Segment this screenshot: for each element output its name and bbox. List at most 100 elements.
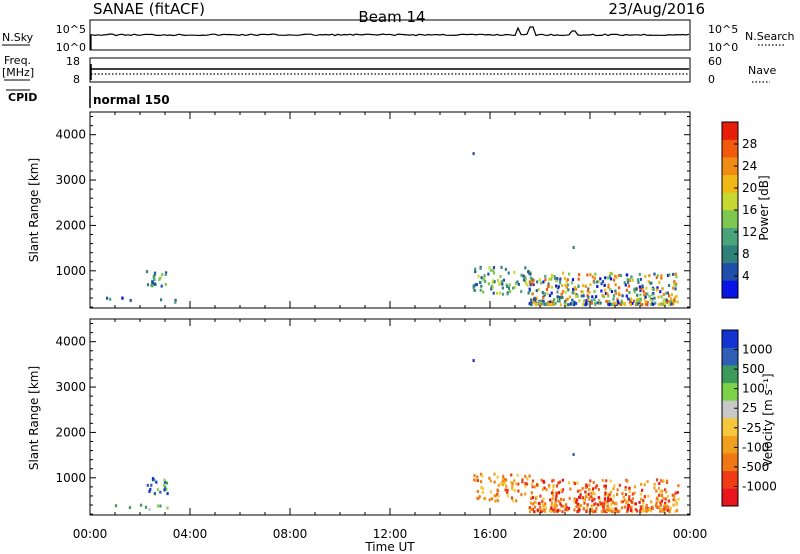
velocity-cell	[598, 503, 601, 507]
power-cell	[620, 299, 623, 303]
velocity-colorbar-tick-label: -500	[742, 460, 769, 474]
power-cell	[571, 302, 574, 306]
velocity-cell	[478, 495, 481, 499]
velocity-cell	[488, 498, 491, 502]
velocity-cell	[639, 505, 642, 509]
date-title: 23/Aug/2016	[608, 0, 705, 18]
velocity-cell	[645, 505, 648, 509]
velocity-cell	[488, 476, 491, 480]
power-cell	[479, 288, 482, 292]
velocity-cell	[555, 504, 558, 508]
power-cell	[616, 299, 619, 303]
velocity-cell	[555, 494, 558, 498]
power-cell	[639, 288, 642, 292]
velocity-cell	[617, 510, 620, 514]
power-cell	[614, 292, 617, 295]
power-cell	[658, 280, 661, 284]
velocity-cell	[645, 503, 648, 507]
velocity-cell	[609, 479, 612, 483]
power-cell	[532, 300, 535, 304]
power-cell	[673, 298, 676, 302]
power-cell	[582, 284, 585, 288]
power-cell	[492, 291, 495, 295]
nsky-panel-frame	[89, 19, 691, 51]
power-cell	[536, 280, 539, 284]
power-cell	[639, 299, 642, 303]
velocity-cell	[577, 504, 580, 508]
velocity-cell	[501, 479, 505, 483]
power-cell	[550, 275, 553, 279]
power-cell	[637, 301, 640, 305]
velocity-cell	[528, 510, 532, 514]
power-cell	[566, 283, 570, 287]
velocity-cell	[163, 485, 167, 489]
power-cell	[674, 283, 677, 287]
velocity-cell	[642, 501, 645, 505]
power-cell	[535, 289, 538, 293]
velocity-cell	[618, 509, 621, 513]
velocity-cell	[562, 498, 565, 502]
power-cell	[590, 299, 593, 303]
velocity-ytick-label: 4000	[55, 335, 86, 349]
power-cell	[477, 274, 480, 278]
velocity-cell	[584, 485, 587, 489]
velocity-cell	[667, 505, 670, 509]
power-cell	[576, 294, 579, 298]
power-cell	[514, 281, 518, 285]
velocity-cell	[531, 502, 535, 506]
velocity-cell	[591, 490, 595, 494]
power-cell	[558, 299, 561, 303]
power-cell	[575, 302, 578, 305]
velocity-cell	[552, 488, 555, 492]
velocity-cell	[476, 479, 479, 483]
time-tick-label: 00:00	[673, 527, 708, 541]
power-cell	[607, 302, 610, 306]
velocity-cell	[662, 507, 665, 511]
velocity-cell	[148, 490, 151, 493]
power-cell	[660, 295, 663, 299]
velocity-cell	[543, 486, 546, 490]
velocity-cell	[646, 480, 649, 484]
velocity-cell	[608, 509, 611, 513]
velocity-cell	[572, 453, 575, 456]
velocity-cell	[607, 492, 610, 496]
power-cell	[533, 296, 536, 300]
power-scatter-cells	[106, 152, 679, 307]
power-cell	[560, 292, 563, 296]
velocity-cell	[673, 496, 676, 500]
power-cell	[644, 292, 647, 296]
power-cell	[505, 283, 508, 287]
power-cell	[571, 298, 574, 302]
power-cell	[567, 288, 570, 292]
power-cell	[542, 300, 545, 303]
power-cell	[575, 287, 578, 291]
power-cell	[674, 287, 677, 291]
velocity-cell	[576, 510, 579, 513]
power-cell	[571, 290, 574, 294]
power-cell	[474, 267, 477, 271]
power-cell	[666, 291, 669, 295]
power-cell	[633, 287, 636, 291]
velocity-cell	[573, 497, 576, 501]
velocity-cell	[494, 499, 497, 503]
velocity-cell	[493, 480, 496, 484]
velocity-cell	[595, 484, 598, 488]
velocity-cell	[628, 495, 631, 499]
power-cell	[553, 302, 556, 306]
power-cell	[582, 300, 586, 304]
velocity-cell	[149, 487, 152, 491]
velocity-cell	[515, 482, 518, 486]
power-colorbar-swatch	[722, 174, 738, 193]
power-cell	[610, 290, 614, 294]
velocity-cell	[582, 499, 585, 503]
power-cell	[538, 278, 541, 282]
power-cell	[584, 284, 587, 288]
velocity-cell	[611, 499, 614, 503]
power-cell	[671, 286, 675, 290]
power-cell	[621, 294, 624, 298]
power-cell	[151, 284, 154, 288]
power-cell	[160, 298, 163, 302]
velocity-cell	[655, 497, 658, 501]
power-cell	[558, 297, 561, 301]
velocity-cell	[604, 491, 607, 495]
